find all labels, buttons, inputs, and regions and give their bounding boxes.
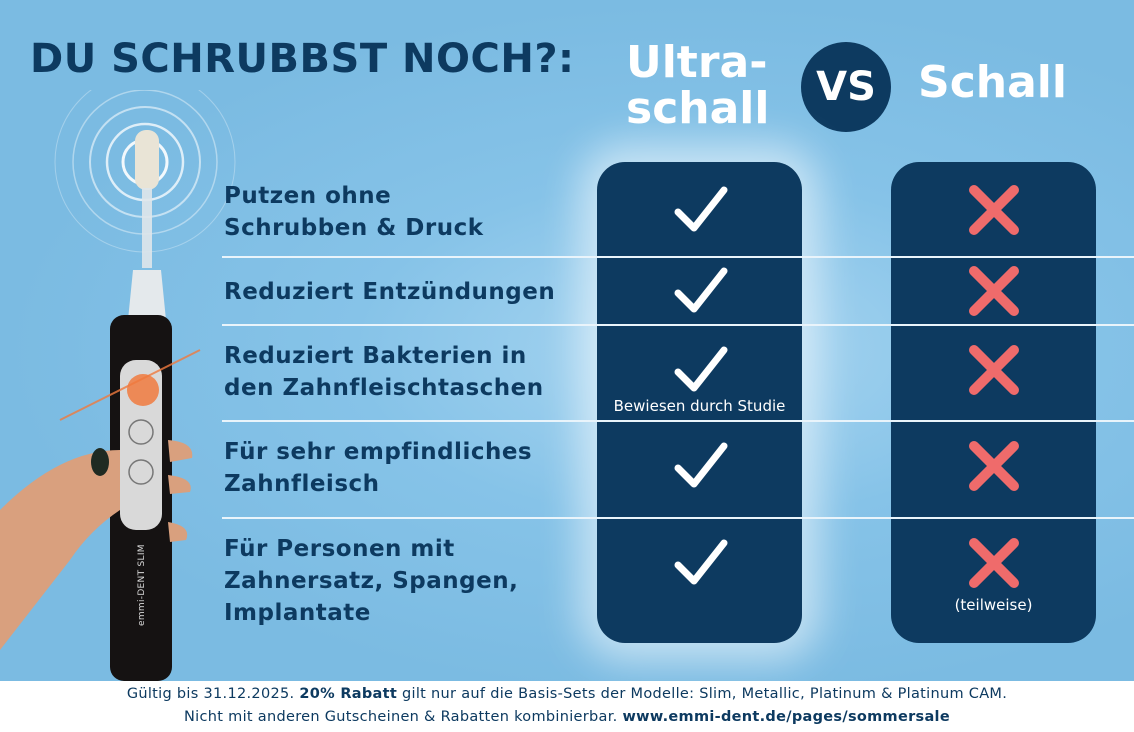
schall-heading: Schall	[918, 57, 1067, 108]
check-icon	[670, 340, 730, 400]
row-label-line: Für Personen mit	[224, 536, 455, 562]
row-divider	[222, 256, 1134, 258]
ultraschall-heading-line1: Ultra-	[626, 37, 768, 88]
row-label-line: Reduziert Entzündungen	[224, 279, 556, 305]
cross-icon	[964, 180, 1024, 240]
row-label-line: Zahnfleisch	[224, 471, 380, 497]
row-divider	[222, 420, 1134, 422]
discount-highlight: 20% Rabatt	[299, 686, 398, 702]
ultraschall-heading-line2: schall	[626, 83, 770, 134]
footer-disclaimer: Gültig bis 31.12.2025. 20% Rabatt gilt n…	[0, 681, 1134, 732]
check-icon	[670, 180, 730, 240]
footer-text: Nicht mit anderen Gutscheinen & Rabatten…	[184, 709, 623, 725]
partial-note: (teilweise)	[954, 596, 1033, 614]
ultraschall-heading: Ultra- schall	[626, 40, 769, 132]
row-label-line: Zahnersatz, Spangen,	[224, 568, 519, 594]
row-label: Reduziert Entzündungen	[224, 276, 555, 308]
row-divider	[222, 517, 1134, 519]
cross-icon	[964, 533, 1024, 593]
row-label-line: den Zahnfleischtaschen	[224, 375, 544, 401]
sale-url-link[interactable]: www.emmi-dent.de/pages/sommersale	[622, 709, 950, 725]
row-label: Für Personen mit Zahnersatz, Spangen, Impl…	[224, 533, 518, 629]
row-label: Putzen ohne Schrubben & Druck	[224, 180, 484, 244]
row-label: Für sehr empfindliches Zahnfleisch	[224, 436, 532, 500]
row-label: Reduziert Bakterien in den Zahnfleischtas…	[224, 340, 544, 404]
cross-icon	[964, 261, 1024, 321]
cross-icon	[964, 436, 1024, 496]
footer-text: Gültig bis 31.12.2025.	[126, 686, 300, 702]
toothbrush-in-hand-illustration	[0, 90, 236, 681]
row-label-line: Für sehr empfindliches	[224, 439, 533, 465]
check-icon	[670, 533, 730, 593]
row-divider	[222, 324, 1134, 326]
row-label-line: Implantate	[224, 600, 371, 626]
row-label-line: Reduziert Bakterien in	[224, 343, 527, 369]
footer-text: gilt nur auf die Basis-Sets der Modelle:…	[397, 686, 1008, 702]
cross-icon	[964, 340, 1024, 400]
ultraschall-column	[597, 162, 802, 643]
vs-badge: VS	[801, 42, 891, 132]
brand-text: emmi-DENT SLIM	[137, 544, 147, 626]
headline: DU SCHRUBBST NOCH?:	[30, 36, 575, 82]
row-label-line: Schrubben & Druck	[224, 215, 484, 241]
study-note: Bewiesen durch Studie	[613, 397, 786, 415]
ad-banner: emmi-DENT SLIM DU SCHRUBBST NOCH?: Ultra…	[0, 0, 1134, 681]
check-icon	[670, 436, 730, 496]
row-label-line: Putzen ohne	[224, 183, 392, 209]
footer-line-1: Gültig bis 31.12.2025. 20% Rabatt gilt n…	[0, 683, 1134, 706]
footer-line-2: Nicht mit anderen Gutscheinen & Rabatten…	[0, 706, 1134, 729]
check-icon	[670, 261, 730, 321]
